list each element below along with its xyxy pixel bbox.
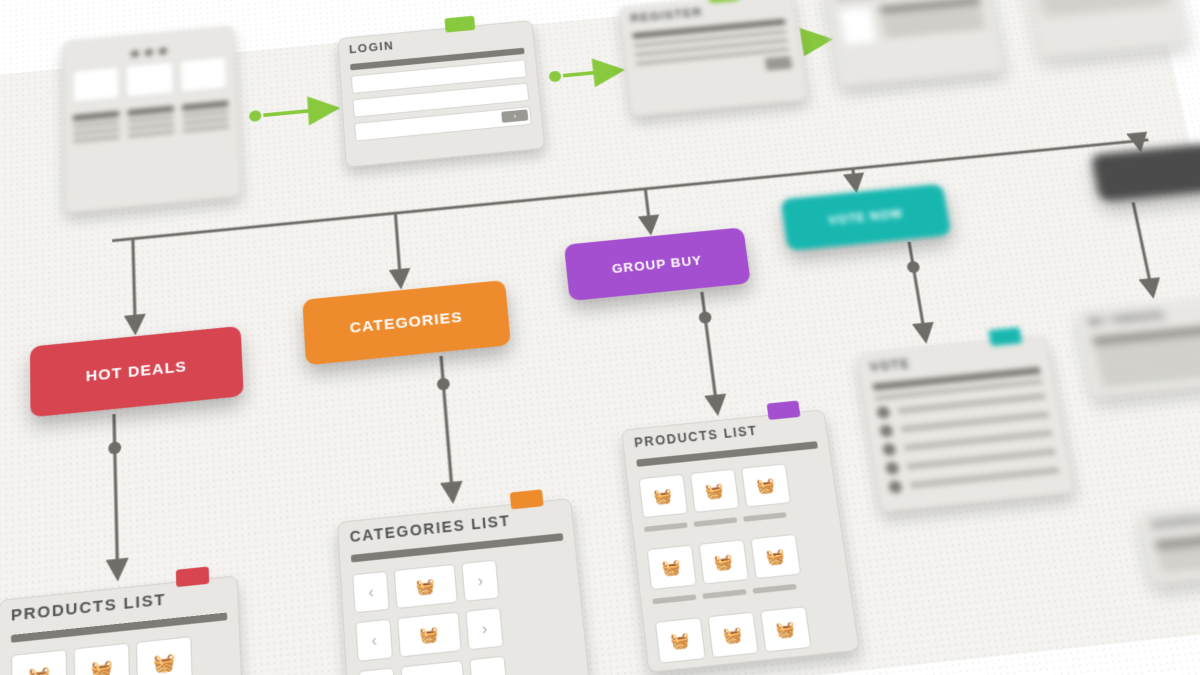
basket-icon: 🧺 bbox=[74, 643, 131, 675]
basket-icon: 🧺 bbox=[11, 649, 67, 675]
basket-icon: 🧺 bbox=[760, 606, 812, 653]
chevron-right-icon[interactable]: › bbox=[461, 559, 499, 602]
chevron-left-icon[interactable]: ‹ bbox=[352, 571, 390, 614]
chevron-left-icon[interactable]: ‹ bbox=[355, 619, 393, 662]
basket-icon: 🧺 bbox=[646, 544, 696, 590]
basket-icon: 🧺 bbox=[638, 474, 688, 519]
wireframe-products-list: PRODUCTS LIST 🧺 🧺 🧺 🧺 🧺 🧺 🧺 🧺 🧺 bbox=[621, 409, 860, 673]
basket-icon: 🧺 bbox=[136, 636, 193, 675]
basket-icon: 🧺 bbox=[741, 463, 791, 507]
basket-icon: 🧺 bbox=[698, 539, 749, 585]
wireframe-my-orders: MY ORDERS bbox=[1076, 295, 1200, 399]
tab-marker bbox=[510, 489, 544, 509]
basket-icon: 🧺 bbox=[397, 611, 462, 657]
wireframe-register: REGISTER bbox=[618, 0, 808, 117]
chevron-right-icon[interactable]: › bbox=[465, 607, 504, 650]
sitemap-canvas: LOGIN › REGISTER ACCOUNT SETTINGS HOT DE… bbox=[0, 0, 1200, 675]
chevron-left-icon[interactable]: ‹ bbox=[358, 667, 396, 675]
basket-icon: 🧺 bbox=[690, 468, 740, 512]
tab-marker bbox=[767, 400, 801, 420]
chevron-right-icon: › bbox=[501, 109, 528, 122]
tab-marker bbox=[176, 566, 210, 587]
basket-icon: 🧺 bbox=[400, 660, 465, 675]
basket-icon: 🧺 bbox=[750, 534, 801, 580]
tab-marker bbox=[444, 16, 475, 33]
basket-icon: 🧺 bbox=[394, 564, 458, 609]
tab-marker bbox=[988, 327, 1022, 346]
wireframe-home bbox=[63, 26, 242, 214]
wireframe-categories-list: CATEGORIES LIST ‹ 🧺 › ‹ 🧺 › ‹ 🧺 › bbox=[337, 498, 591, 675]
wireframe-login: LOGIN › bbox=[337, 20, 545, 168]
wireframe-vote: VOTE bbox=[856, 336, 1075, 513]
basket-icon: 🧺 bbox=[707, 611, 758, 658]
basket-icon: 🧺 bbox=[655, 617, 706, 664]
chevron-right-icon[interactable]: › bbox=[469, 656, 508, 675]
